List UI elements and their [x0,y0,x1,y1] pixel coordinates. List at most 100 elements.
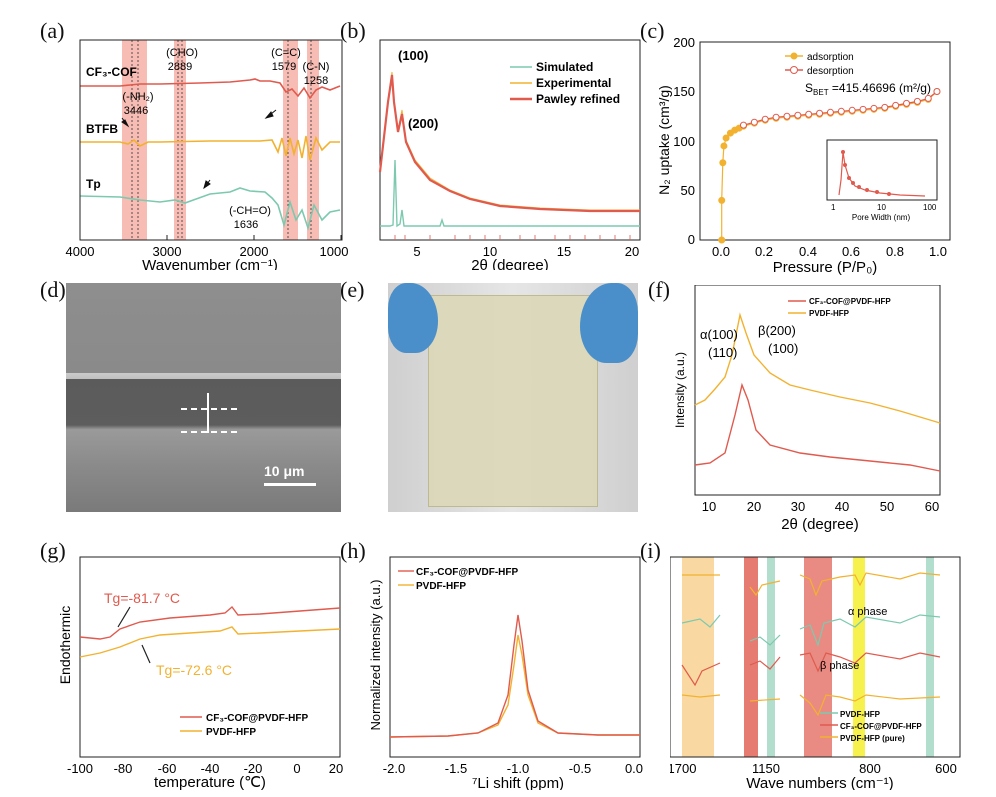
xtick-label: 1.0 [929,244,947,259]
panel-b-frame [379,39,641,241]
panel-g-arrows [117,606,151,664]
panel-c-points [718,88,941,244]
panel-f-legend: CF₃-COF@PVDF-HFP PVDF-HFP [788,297,891,318]
legend-cf3-cof-pvdf: CF₃-COF@PVDF-HFP [809,297,891,306]
data-point-adsorption [720,142,728,150]
legend-desorption: desorption [807,66,854,77]
membrane-photo [388,283,638,512]
data-point-desorption [903,99,911,107]
panel-g-ylabel: Endothermic [60,606,73,685]
xtick-label: -20 [244,761,263,776]
peak-100-label: (100) [398,48,428,63]
data-point-adsorption [719,159,727,167]
data-point-desorption [892,101,900,109]
xtick-label: 10 [483,244,497,259]
inset-tick: 100 [923,203,937,212]
annotation-beta: β(200) [758,323,796,338]
panel-i-xtick-labels: 1700 1150 800 600 [670,761,957,776]
panel-i-highlight-bands [682,557,934,757]
xtick-label: 5 [413,244,420,259]
legend-adsorption: adsorption [807,52,854,63]
data-point-desorption [924,94,932,102]
panel-b-chart: 5 10 15 20 2θ (degree) (100) (200) Simul… [378,39,641,270]
bet-rest: =415.46696 (m²/g) [829,81,931,95]
panel-i-label: (i) [640,538,661,563]
trace-simulated [380,159,640,228]
inset-xlabel: Pore Width (nm) [852,213,911,222]
data-point-desorption [816,109,824,117]
label-btfb: BTFB [86,122,118,136]
xtick-label: 2000 [240,244,269,259]
panel-c-ytick-labels: 0 50 100 150 200 [673,35,695,247]
annotation: (110) [708,345,737,360]
panel-h-chart: -2.0 -1.5 -1.0 -0.5 0.0 ⁷Li shift (ppm) … [368,556,643,790]
panel-h-frame [389,556,641,758]
xtick-label: 1150 [752,761,780,776]
data-point-desorption [750,118,758,126]
panel-g-legend: CF₃-COF@PVDF-HFP PVDF-HFP [180,713,308,738]
trace-btfb [80,135,340,161]
panel-c-xtick-labels: 0.0 0.2 0.4 0.6 0.8 1.0 [712,244,947,259]
panel-f-xlabel: 2θ (degree) [781,516,859,533]
annotation: (-NH₂) [122,91,153,103]
inset-tick: 1 [831,203,836,212]
xtick-label: -1.5 [445,761,467,776]
ytick-label: 50 [681,183,695,198]
band-cho [174,40,186,240]
trace-pawley [378,74,640,213]
legend-simulated: Simulated [536,60,593,74]
xtick-label: -100 [67,761,93,776]
xtick-label: 40 [835,499,849,514]
panel-i-chart: 1700 1150 800 600 Wave numbers (cm⁻¹) β … [670,556,961,790]
panel-h-xtick-labels: -2.0 -1.5 -1.0 -0.5 0.0 [383,761,643,776]
trace-g-pvdf-hfp [79,626,341,658]
annotation-alpha-phase: α phase [848,606,887,618]
data-point-desorption [826,108,834,116]
panel-c-legend: adsorption desorption [785,52,854,77]
legend-pvdf-hfp: PVDF-HFP [809,309,850,318]
data-point-desorption [859,105,867,113]
panel-h-legend: CF₃-COF@PVDF-HFP PVDF-HFP [398,567,518,592]
xtick-label: 0.8 [886,244,904,259]
inset-tick: 10 [877,203,886,212]
panel-a-xtick-labels: 4000 3000 2000 1000 [66,244,349,259]
panel-a-frame [79,39,343,241]
trace-tp [79,187,341,231]
scale-bar-label: 10 μm [264,463,305,479]
data-point-desorption [739,121,747,129]
panel-g-xtick-labels: -100 -80 -60 -40 -20 0 20 [67,761,343,776]
panel-c-xlabel: Pressure (P/P₀) [773,259,878,275]
annotation: 1258 [304,75,328,87]
xtick-label: -1.0 [507,761,529,776]
data-point-desorption [933,88,941,95]
panel-e-label: (e) [340,277,365,302]
legend-h-pvdf-hfp: PVDF-HFP [416,581,466,592]
data-point-desorption [881,103,889,111]
ytick-label: 150 [673,84,695,99]
xtick-label: 20 [625,244,639,259]
panel-c-chart: 0 50 100 150 200 0.0 0.2 0.4 0.6 0.8 1.0… [656,35,951,275]
panel-a-annotations: (-NH₂) 3446 (CHO) 2889 (C=C) 1579 (C-N) … [122,47,329,231]
left-glove [388,283,438,353]
xtick-label: 10 [702,499,716,514]
pore-width-inset: 1 10 100 Pore Width (nm) [826,139,938,222]
panel-i-legend: PVDF-HFP CF₃-COF@PVDF-HFP PVDF-HFP (pure… [820,710,922,743]
legend-g-cf3-cof-pvdf: CF₃-COF@PVDF-HFP [206,713,308,724]
data-point-adsorption [718,236,726,244]
trace-i-cf3-cof-pvdf [681,652,941,687]
data-point-desorption [848,106,856,114]
panel-h-xlabel: ⁷Li shift (ppm) [472,775,564,790]
data-point-desorption [772,113,780,121]
xtick-label: 0.0 [712,244,730,259]
trace-cf3-cof [80,78,341,100]
peak-200-label: (200) [408,116,438,131]
annotation-alpha: α(100) [700,327,738,342]
panel-i-xlabel: Wave numbers (cm⁻¹) [746,775,893,790]
trace-i-pvdf-hfp-pure [682,572,941,597]
panel-f-annotations: α(100) (110) β(200) (100) [700,323,798,360]
panel-c-ylabel: N₂ uptake (cm³/g) [656,85,672,195]
panel-b-xlabel: 2θ (degree) [471,257,549,270]
xtick-label: 20 [747,499,761,514]
xtick-label: 20 [329,761,343,776]
xtick-label: 4000 [66,244,95,259]
